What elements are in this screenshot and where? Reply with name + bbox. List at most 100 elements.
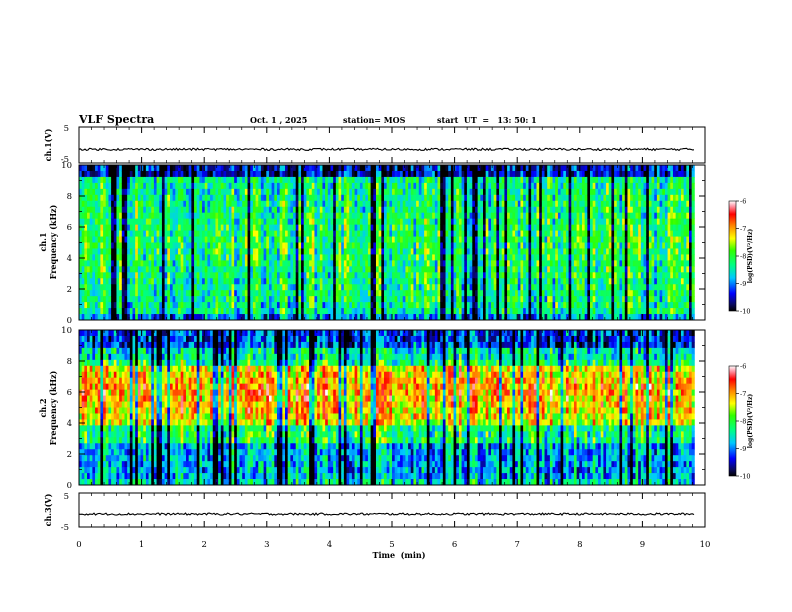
spectrogram-cell [373,248,377,255]
spectrogram-cell [590,242,594,249]
spectrogram-cell [584,206,588,214]
spectrogram-cell [453,188,457,196]
spectrogram-cell [346,200,350,208]
spectrogram-cell [335,272,339,279]
spectrogram-cell [461,296,465,303]
spectrogram-cell [116,272,120,279]
spectrogram-cell [488,248,492,255]
spectrogram-cell [105,176,109,184]
spectrogram-cell [472,278,476,285]
spectrogram-cell [397,242,401,249]
spectrogram-cell [437,182,441,190]
spectrogram-cell [373,194,377,202]
spectrogram-cell [362,165,366,172]
spectrogram-cell [164,206,168,214]
spectrogram-cell [92,224,96,231]
spectrogram-cell [108,284,112,291]
spectrogram-cell [392,266,396,273]
spectrogram-cell [228,278,232,285]
spectrogram-cell [499,194,503,202]
spectrogram-cell [477,194,481,202]
spectrogram-cell [539,188,543,196]
spectrogram-cell [507,248,511,255]
spectrogram-cell [581,176,586,184]
spectrogram-cell [520,278,524,285]
spectrogram-cell [175,182,179,190]
spectrogram-cell [483,242,487,249]
spectrogram-cell [255,165,259,172]
spectrogram-cell [111,224,115,231]
spectrogram-cell [177,266,182,273]
spectrogram-cell [539,236,543,243]
spectrogram-cell [108,266,112,273]
spectrogram-cell [111,278,115,285]
spectrogram-cell [327,218,331,226]
spectrogram-cell [210,236,214,243]
spectrogram-cell [488,290,492,297]
spectrogram-cell [491,308,495,315]
spectrogram-cell [362,278,366,285]
spectrogram-cell [386,212,390,220]
spectrogram-cell [357,182,361,190]
spectrogram-cell [266,212,270,220]
spectrogram-cell [145,218,149,226]
spectrogram-cell [541,170,545,178]
spectrogram-cell [204,194,208,202]
spectrogram-cell [389,170,393,178]
spectrogram-cell [581,314,586,321]
spectrogram-cell [507,206,511,214]
header-date: Oct. 1 , 2025 [250,115,307,125]
spectrogram-cell [448,170,452,178]
spectrogram-cell [394,314,398,321]
spectrogram-cell [108,188,112,196]
spectrogram-cell [319,314,323,321]
spectrogram-cell [223,200,227,208]
spectrogram-cell [127,165,131,172]
spectrogram-cell [247,212,251,220]
spectrogram-cell [426,236,430,243]
spectrogram-cell [295,284,299,291]
spectrogram-cell [584,314,588,321]
spectrogram-cell [421,278,425,285]
spectrogram-cell [499,272,503,279]
spectrogram-cell [466,200,471,208]
spectrogram-cell [587,278,591,285]
spectrogram-cell [290,182,294,190]
spectrogram-cell [124,284,128,291]
spectrogram-cell [268,272,273,279]
spectrogram-cell [87,182,91,190]
spectrogram-cell [247,296,251,303]
spectrogram-cell [180,242,184,249]
spectrogram-cell [212,212,216,220]
spectrogram-cell [148,272,152,279]
spectrogram-cell [161,170,166,178]
spectrogram-cell [81,302,85,309]
spectrogram-cell [145,278,149,285]
spectrogram-cell [445,165,449,172]
spectrogram-cell [515,182,519,190]
spectrogram-cell [210,242,214,249]
spectrogram-cell [474,296,479,303]
spectrogram-cell [461,176,465,184]
spectrogram-cell [418,248,422,255]
spectrogram-cell [528,230,532,237]
spectrogram-cell [298,284,302,291]
spectrogram-cell [287,284,291,291]
spectrogram-cell [156,212,160,220]
spectrogram-cell [389,290,393,297]
spectrogram-cell [287,278,291,285]
spectrogram-cell [354,260,358,267]
spectrogram-cell [378,284,382,291]
spectrogram-cell [212,278,216,285]
spectrogram-cell [92,254,96,261]
spectrogram-cell [343,296,347,303]
spectrogram-cell [143,284,147,291]
spectrogram-cell [116,248,120,255]
spectrogram-cell [456,260,460,267]
spectrogram-cell [426,242,430,249]
spectrogram-cell [555,212,559,220]
spectrogram-cell [442,266,446,273]
spectrogram-cell [402,224,406,231]
spectrogram-cell [402,266,406,273]
spectrogram-cell [525,248,529,255]
